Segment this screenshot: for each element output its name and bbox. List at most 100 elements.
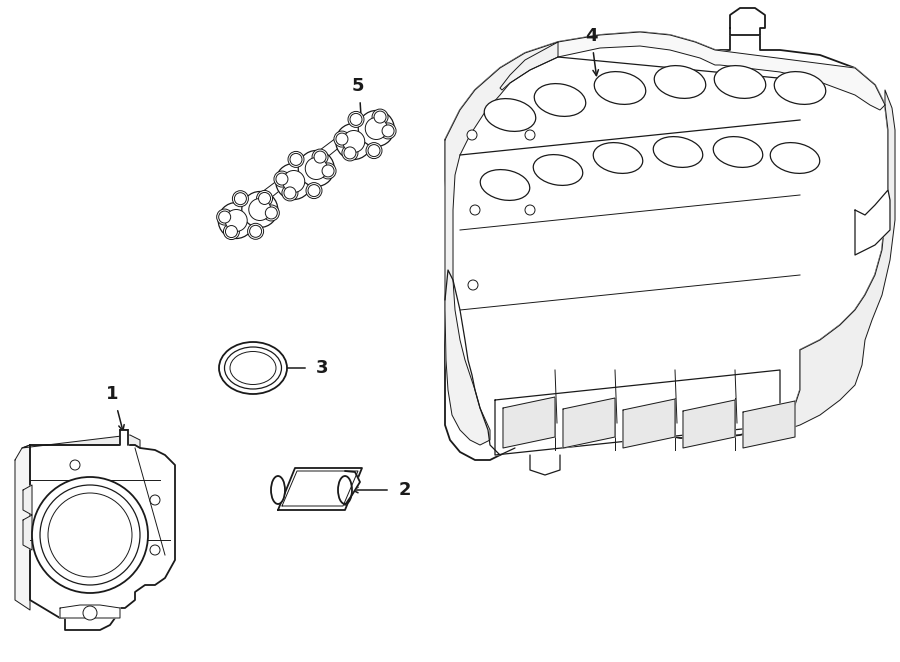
Ellipse shape — [271, 476, 285, 504]
Text: 3: 3 — [316, 359, 328, 377]
Polygon shape — [320, 138, 343, 163]
Circle shape — [380, 123, 396, 139]
Ellipse shape — [230, 352, 276, 385]
Polygon shape — [503, 397, 555, 448]
Circle shape — [249, 225, 262, 237]
Circle shape — [336, 124, 372, 160]
Circle shape — [374, 111, 386, 123]
Circle shape — [470, 205, 480, 215]
Polygon shape — [345, 471, 360, 505]
Polygon shape — [120, 430, 128, 445]
Circle shape — [248, 199, 271, 220]
Circle shape — [306, 183, 322, 199]
Ellipse shape — [774, 71, 826, 105]
Ellipse shape — [770, 142, 820, 173]
Polygon shape — [683, 400, 735, 448]
Polygon shape — [730, 8, 765, 35]
Circle shape — [40, 485, 140, 585]
Circle shape — [312, 149, 328, 165]
Polygon shape — [855, 190, 890, 255]
Circle shape — [258, 193, 271, 205]
Ellipse shape — [338, 476, 352, 504]
Ellipse shape — [484, 99, 536, 131]
Polygon shape — [262, 180, 285, 205]
Circle shape — [320, 163, 336, 179]
Circle shape — [467, 130, 477, 140]
Polygon shape — [760, 90, 895, 435]
Circle shape — [525, 130, 535, 140]
Circle shape — [282, 185, 298, 201]
Circle shape — [322, 165, 334, 177]
Circle shape — [342, 145, 358, 161]
Text: 2: 2 — [399, 481, 411, 499]
Ellipse shape — [224, 347, 282, 389]
Circle shape — [70, 460, 80, 470]
Circle shape — [368, 144, 380, 157]
Polygon shape — [500, 32, 885, 110]
Circle shape — [365, 117, 387, 140]
Circle shape — [225, 226, 238, 238]
Circle shape — [372, 109, 388, 125]
Circle shape — [276, 173, 288, 185]
Circle shape — [350, 113, 362, 125]
Text: 1: 1 — [106, 385, 118, 403]
Circle shape — [468, 280, 478, 290]
Circle shape — [225, 209, 248, 232]
Circle shape — [234, 193, 247, 205]
Circle shape — [264, 205, 279, 221]
Circle shape — [223, 224, 239, 240]
Circle shape — [308, 185, 320, 197]
Circle shape — [217, 209, 233, 225]
Ellipse shape — [654, 66, 706, 99]
Circle shape — [242, 191, 278, 228]
Circle shape — [83, 606, 97, 620]
Ellipse shape — [533, 155, 583, 185]
Circle shape — [314, 151, 326, 163]
Ellipse shape — [593, 142, 643, 173]
Polygon shape — [623, 399, 675, 448]
Circle shape — [305, 158, 328, 179]
Polygon shape — [530, 455, 560, 475]
Circle shape — [358, 111, 394, 146]
Circle shape — [150, 545, 160, 555]
Polygon shape — [23, 485, 32, 515]
Circle shape — [266, 207, 277, 219]
Polygon shape — [743, 401, 795, 448]
Circle shape — [219, 211, 230, 223]
Polygon shape — [278, 468, 362, 510]
Circle shape — [334, 131, 350, 147]
Polygon shape — [22, 435, 140, 448]
Circle shape — [218, 203, 254, 238]
Circle shape — [290, 154, 302, 166]
Circle shape — [344, 147, 356, 159]
Text: 5: 5 — [352, 77, 365, 95]
Circle shape — [343, 130, 364, 152]
Polygon shape — [23, 515, 32, 550]
Circle shape — [348, 111, 364, 127]
Circle shape — [298, 150, 334, 187]
Text: 4: 4 — [585, 27, 598, 45]
Circle shape — [274, 171, 290, 187]
Polygon shape — [445, 42, 558, 445]
Ellipse shape — [713, 136, 763, 167]
Circle shape — [48, 493, 132, 577]
Ellipse shape — [219, 342, 287, 394]
Circle shape — [366, 142, 382, 159]
Ellipse shape — [715, 66, 766, 99]
Circle shape — [150, 495, 160, 505]
Circle shape — [382, 125, 394, 137]
Circle shape — [284, 187, 296, 199]
Polygon shape — [60, 605, 120, 618]
Polygon shape — [495, 370, 780, 455]
Circle shape — [275, 164, 311, 199]
Polygon shape — [30, 445, 175, 630]
Circle shape — [336, 133, 348, 145]
Circle shape — [32, 477, 148, 593]
Circle shape — [232, 191, 248, 207]
Circle shape — [525, 205, 535, 215]
Circle shape — [256, 191, 273, 207]
Circle shape — [288, 152, 304, 167]
Polygon shape — [15, 445, 30, 610]
Ellipse shape — [535, 83, 586, 117]
Circle shape — [248, 223, 264, 240]
